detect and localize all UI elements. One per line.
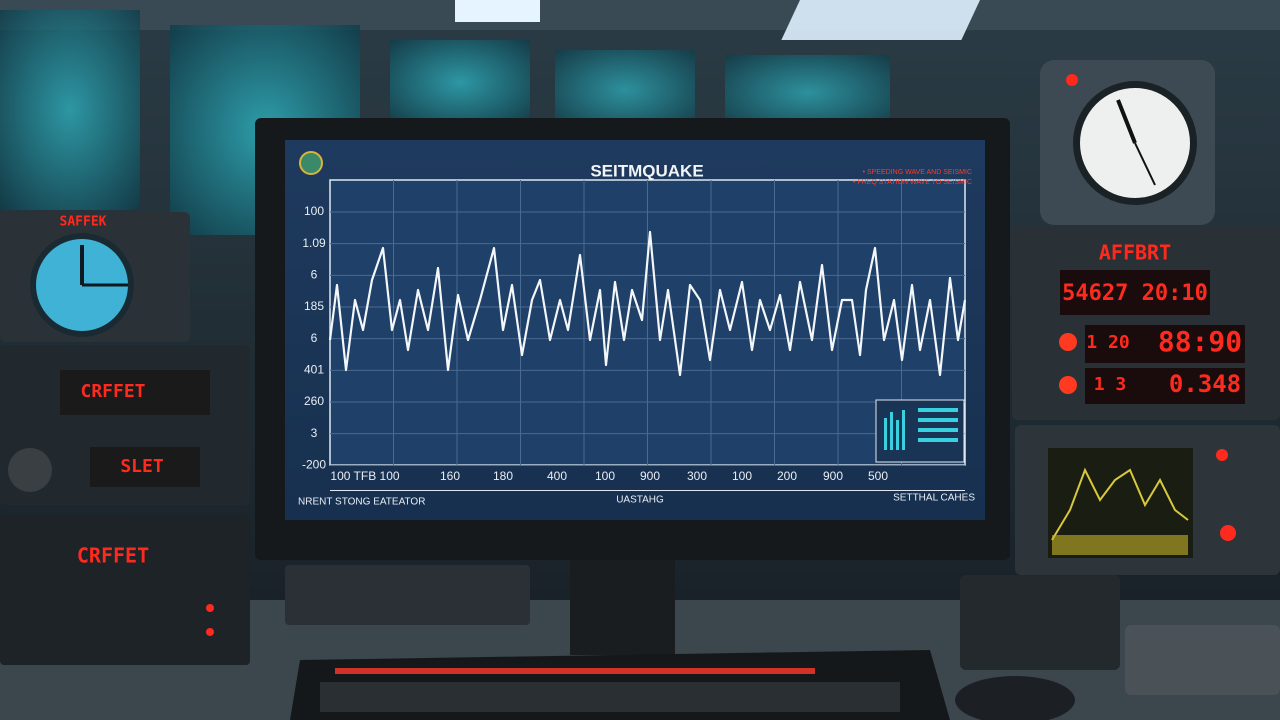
panel-label: CRFFET	[77, 544, 149, 568]
x-label: 100	[595, 469, 615, 483]
readout: 1 20	[1086, 332, 1129, 353]
panel-label: CRFFET	[80, 381, 145, 402]
y-label: 260	[304, 394, 324, 408]
inset-bars	[875, 399, 965, 463]
ceiling-light	[781, 0, 980, 40]
y-label: 3	[311, 426, 318, 440]
panel-label: SLET	[120, 456, 164, 477]
footer-center: UASTAHG	[616, 495, 664, 506]
footer-right: SETTHAL CAHES	[893, 493, 975, 504]
x-label: 180	[493, 469, 513, 483]
waveform	[328, 230, 967, 377]
y-label: -200	[302, 458, 326, 472]
footer-left: NRENT STONG EATEATOR	[298, 497, 425, 508]
x-label: 100 TFB 100	[330, 469, 399, 483]
x-label: 900	[640, 469, 660, 483]
x-label: 160	[440, 469, 460, 483]
readout: 88:90	[1158, 325, 1242, 358]
footer-rule	[330, 490, 965, 491]
screen-title: SEITMQUAKE	[590, 161, 703, 180]
readout: 54627 20:10	[1062, 281, 1208, 306]
right-equipment	[955, 60, 1280, 720]
y-label: 185	[304, 299, 324, 313]
alert: • FREQ STATION WAVE TO SEISMIC	[853, 179, 972, 186]
panel-label: SAFFEK	[60, 215, 107, 230]
y-label: 401	[304, 363, 324, 377]
y-label: 1.09	[302, 236, 326, 250]
readout: 0.348	[1169, 370, 1241, 398]
y-label: 6	[311, 268, 318, 282]
alert: • SPEEDING WAVE AND SEISMIC	[863, 169, 972, 176]
x-label: 900	[823, 469, 843, 483]
x-label: 100	[732, 469, 752, 483]
left-equipment	[0, 212, 250, 665]
x-label: 300	[687, 469, 707, 483]
keyboard	[285, 555, 950, 720]
x-label: 400	[547, 469, 567, 483]
x-label: 500	[868, 469, 888, 483]
x-label: 200	[777, 469, 797, 483]
logo	[299, 151, 323, 175]
background-monitors	[0, 10, 890, 235]
ceiling-light	[455, 0, 540, 22]
panel-label: AFFBRT	[1099, 241, 1171, 265]
y-label: 100	[304, 204, 324, 218]
readout: 1 3	[1094, 374, 1127, 395]
y-label: 6	[311, 331, 318, 345]
